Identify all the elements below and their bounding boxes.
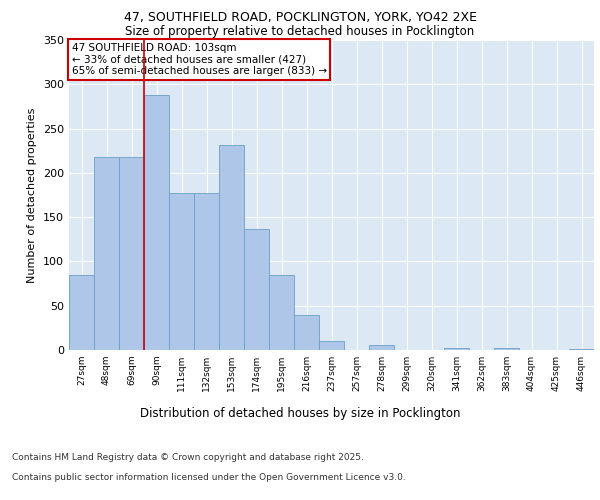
Text: Distribution of detached houses by size in Pocklington: Distribution of detached houses by size … bbox=[140, 408, 460, 420]
Bar bbox=[169, 193, 194, 350]
Bar bbox=[244, 228, 269, 350]
Bar bbox=[569, 349, 594, 350]
Text: 47 SOUTHFIELD ROAD: 103sqm
← 33% of detached houses are smaller (427)
65% of sem: 47 SOUTHFIELD ROAD: 103sqm ← 33% of deta… bbox=[71, 43, 327, 76]
Y-axis label: Number of detached properties: Number of detached properties bbox=[28, 108, 37, 282]
Bar bbox=[119, 157, 144, 350]
Bar bbox=[94, 157, 119, 350]
Bar bbox=[69, 274, 94, 350]
Text: Contains HM Land Registry data © Crown copyright and database right 2025.: Contains HM Land Registry data © Crown c… bbox=[12, 454, 364, 462]
Bar bbox=[369, 344, 394, 350]
Text: Contains public sector information licensed under the Open Government Licence v3: Contains public sector information licen… bbox=[12, 474, 406, 482]
Bar bbox=[269, 274, 294, 350]
Bar bbox=[494, 348, 519, 350]
Bar bbox=[444, 348, 469, 350]
Bar bbox=[319, 341, 344, 350]
Bar bbox=[219, 144, 244, 350]
Text: Size of property relative to detached houses in Pocklington: Size of property relative to detached ho… bbox=[125, 25, 475, 38]
Text: 47, SOUTHFIELD ROAD, POCKLINGTON, YORK, YO42 2XE: 47, SOUTHFIELD ROAD, POCKLINGTON, YORK, … bbox=[124, 12, 476, 24]
Bar bbox=[294, 314, 319, 350]
Bar bbox=[144, 95, 169, 350]
Bar bbox=[194, 193, 219, 350]
